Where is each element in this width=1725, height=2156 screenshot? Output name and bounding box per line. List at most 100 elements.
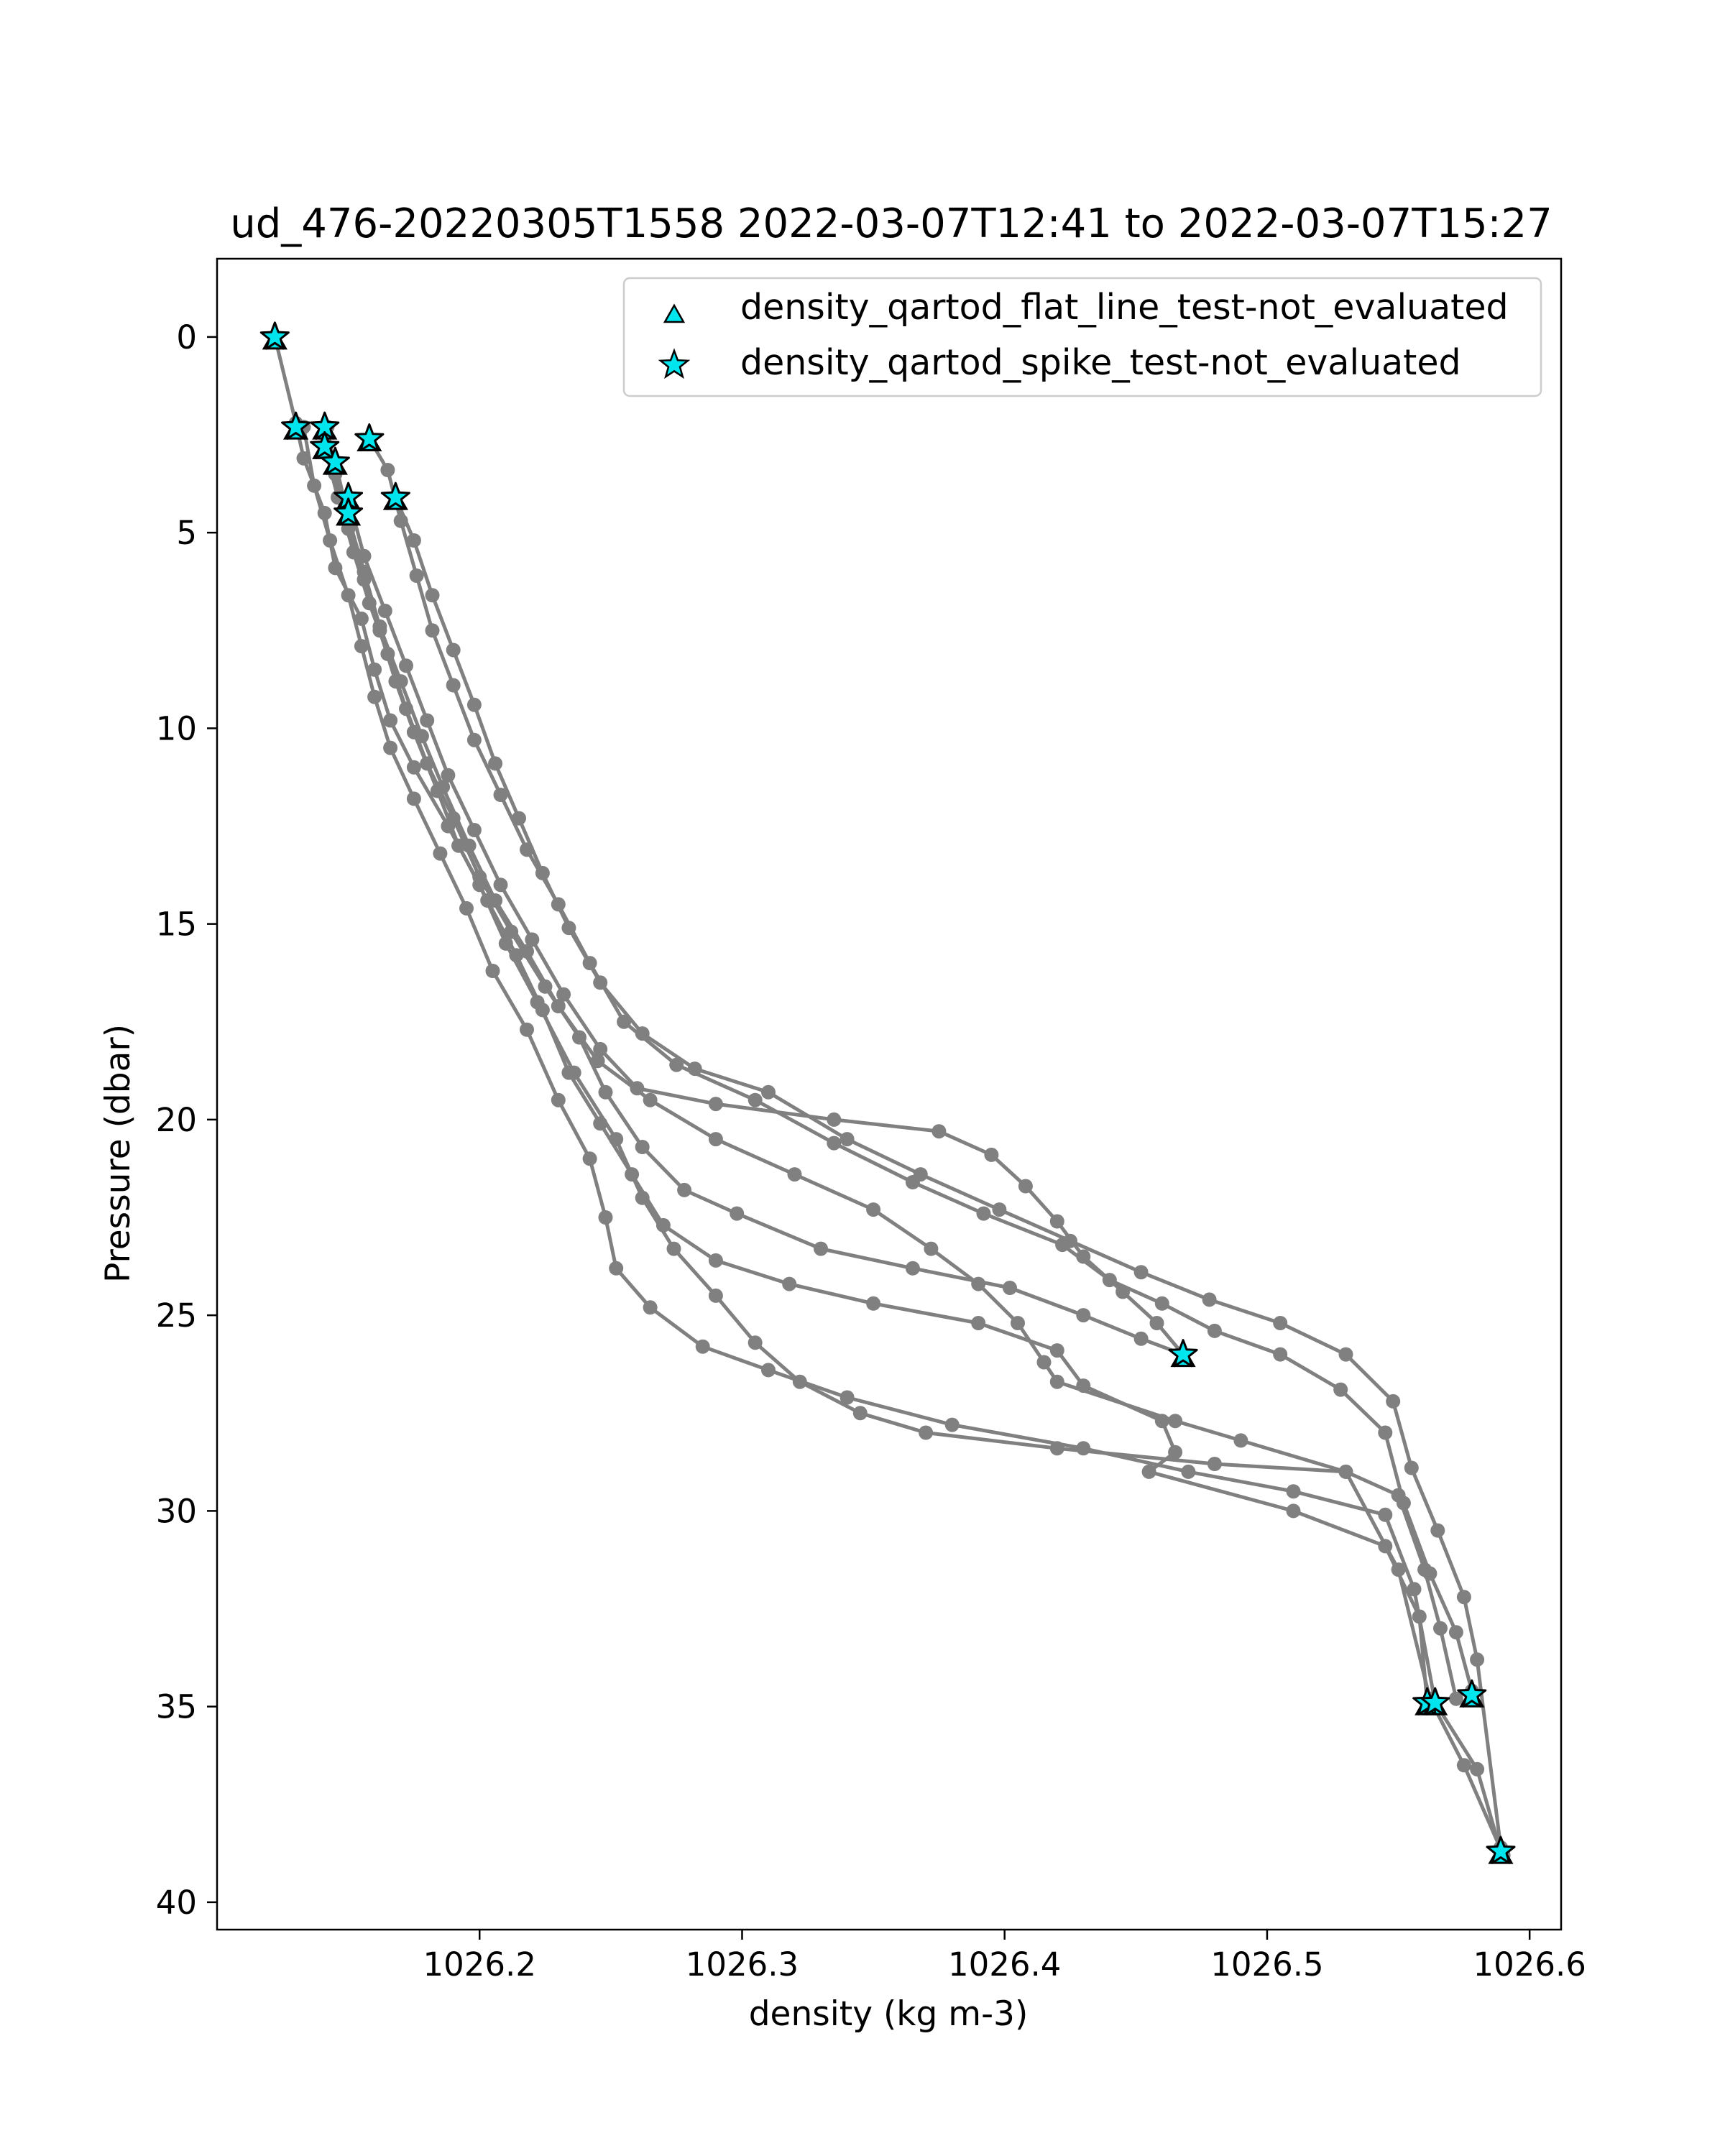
profile-point: [393, 674, 408, 689]
spike-flag-marker: [1457, 1679, 1487, 1708]
profile-point: [814, 1241, 828, 1256]
profile-point: [1149, 1316, 1164, 1330]
profile-point: [538, 979, 553, 994]
profile-point: [296, 451, 311, 466]
profile-point: [383, 740, 398, 755]
x-tick-label: 1026.6: [1473, 1945, 1586, 1984]
profile-point: [441, 768, 456, 783]
profile-point: [695, 1339, 710, 1354]
profile-point: [708, 1097, 723, 1112]
profile-point: [635, 1026, 650, 1041]
profile-point: [1456, 1590, 1471, 1605]
x-tick-label: 1026.4: [948, 1945, 1061, 1984]
profile-point: [1049, 1441, 1064, 1456]
profile-point: [905, 1261, 920, 1276]
x-tick-label: 1026.5: [1210, 1945, 1323, 1984]
profile-point: [1286, 1503, 1301, 1519]
profile-point: [520, 1022, 534, 1037]
profile-point: [635, 1190, 650, 1205]
y-tick-label: 15: [156, 906, 197, 944]
profile-point: [433, 846, 448, 861]
profile-point: [493, 877, 508, 893]
profile-point: [525, 932, 540, 947]
profile-point: [317, 505, 332, 520]
profile-point: [1049, 1374, 1064, 1389]
profile-point: [323, 533, 338, 548]
spike-flag-marker: [320, 446, 350, 475]
profile-point: [635, 1140, 650, 1154]
profile-point: [1018, 1179, 1033, 1194]
profile-line-8: [394, 497, 1503, 1848]
y-axis: 0 5 10 15 20 25 30 35 40: [156, 318, 217, 1922]
profile-point: [1407, 1582, 1422, 1597]
profile-point: [1338, 1464, 1353, 1479]
profile-point: [1116, 1284, 1131, 1299]
profile-point: [1036, 1355, 1052, 1370]
profile-point: [459, 900, 474, 916]
profile-point: [924, 1241, 939, 1256]
profile-point: [1422, 1566, 1438, 1581]
profile-point: [1333, 1382, 1348, 1397]
profile-line-7: [367, 438, 1474, 1692]
x-axis-label: density (kg m-3): [749, 1994, 1029, 2034]
profile-point: [582, 1151, 597, 1166]
profile-point: [1154, 1296, 1169, 1311]
profile-point: [919, 1425, 934, 1440]
chart-title: ud_476-20220305T1558 2022-03-07T12:41 to…: [230, 201, 1552, 247]
spike-flag-marker: [281, 411, 311, 440]
profile-point: [1430, 1523, 1445, 1538]
profile-point: [420, 713, 435, 728]
profile-point: [1396, 1496, 1411, 1511]
spike-flag-marker: [354, 423, 385, 452]
profile-point: [380, 463, 395, 477]
profile-point: [593, 1116, 608, 1131]
spike-flag-marker: [310, 430, 340, 459]
profile-point: [354, 639, 369, 654]
spike-flag-marker: [380, 482, 410, 510]
profile-point: [1233, 1433, 1248, 1448]
profile-point: [425, 623, 440, 638]
profile-point: [852, 1406, 868, 1421]
y-tick-label: 10: [156, 709, 197, 747]
profile-point: [730, 1206, 745, 1221]
profile-point: [827, 1112, 842, 1127]
profile-point: [748, 1335, 763, 1350]
profile-point: [976, 1206, 991, 1221]
x-axis: 1026.2 1026.3 1026.4 1026.5 1026.6: [423, 1930, 1586, 1984]
profile-point: [913, 1167, 928, 1182]
profile-point: [866, 1202, 881, 1217]
profile-point: [551, 1092, 566, 1107]
profile-point: [1063, 1233, 1077, 1248]
profile-line-1: [272, 336, 1505, 1856]
profile-point: [1102, 1273, 1117, 1288]
legend-label-flat-line: density_qartod_flat_line_test-not_evalua…: [740, 287, 1509, 328]
profile-point: [446, 678, 461, 693]
profile-point: [1404, 1460, 1419, 1475]
profile-point: [782, 1276, 797, 1291]
profile-point: [866, 1296, 881, 1311]
profile-point: [1141, 1464, 1156, 1479]
profile-point: [761, 1084, 776, 1100]
profile-point: [992, 1202, 1007, 1217]
profile-point: [630, 1081, 645, 1096]
profile-point: [356, 548, 372, 563]
spike-flag-marker: [1486, 1835, 1516, 1864]
profile-point: [669, 1057, 684, 1072]
plot-lines-layer: [272, 336, 1505, 1856]
profile-point: [593, 1041, 608, 1056]
spike-flag-marker: [334, 497, 364, 526]
profile-point: [1168, 1414, 1183, 1429]
profile-point: [556, 987, 571, 1002]
profile-point: [466, 732, 482, 747]
profile-point: [466, 823, 482, 837]
profile-point: [436, 780, 451, 795]
profile-point: [512, 811, 526, 826]
profile-point: [341, 588, 356, 603]
profile-point: [354, 611, 369, 626]
legend-star-icon: [658, 348, 691, 379]
legend-triangle-icon: [663, 303, 686, 323]
profile-point: [748, 1092, 763, 1107]
y-tick-label: 35: [156, 1688, 197, 1726]
profile-point: [708, 1132, 723, 1147]
